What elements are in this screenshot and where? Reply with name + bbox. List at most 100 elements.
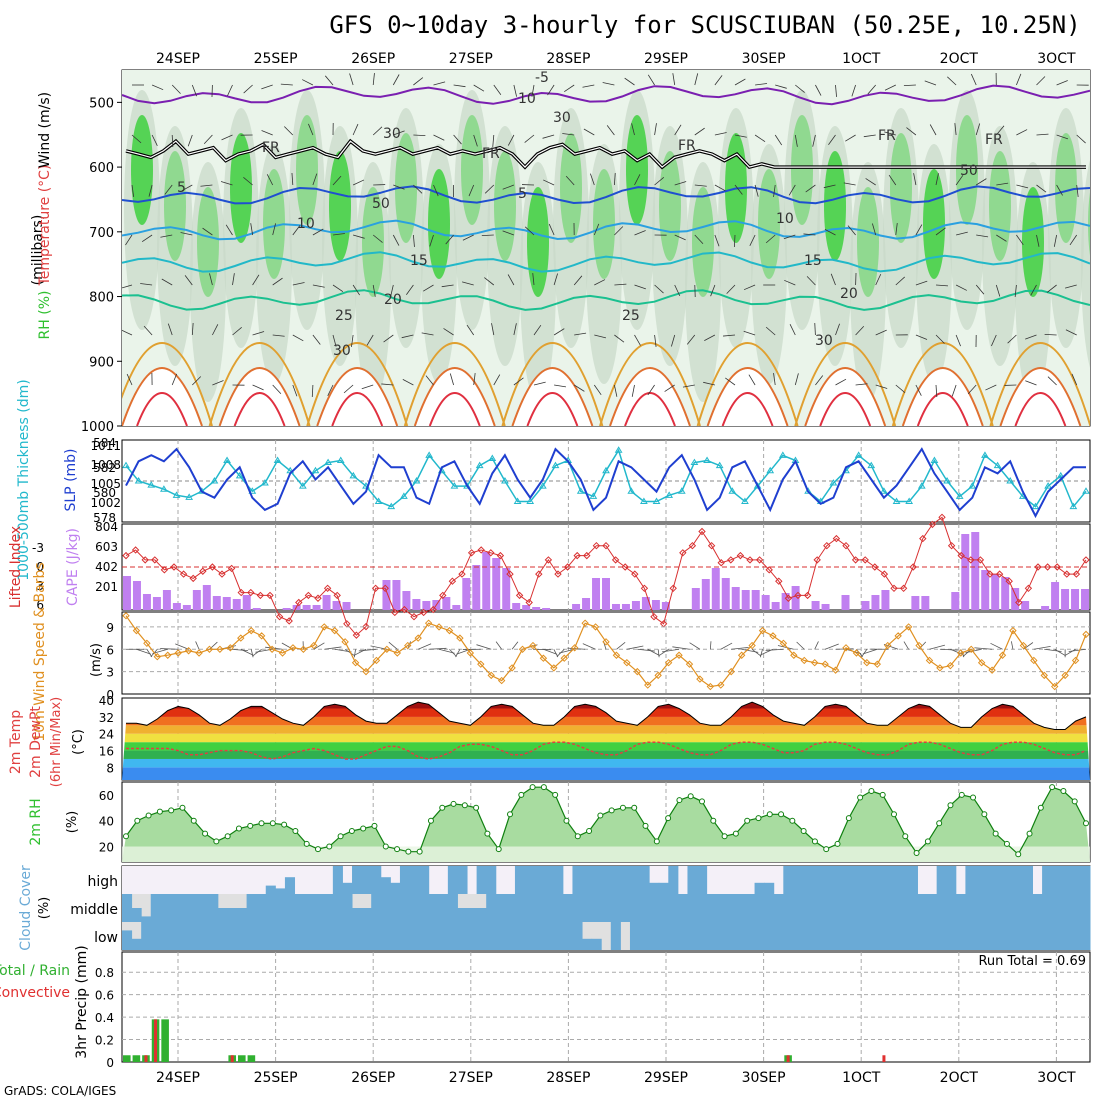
rh-field: [230, 133, 252, 243]
wind-speed-marker: [884, 641, 892, 650]
cape-bar: [222, 597, 231, 610]
contour-label: 30: [333, 343, 351, 359]
wind-barb: [704, 334, 716, 341]
cloud-cell: [428, 922, 439, 950]
lifted-index-marker: [765, 566, 773, 574]
temperature-contour: [916, 392, 969, 426]
cape-bar: [881, 590, 890, 610]
cloud-cell: [869, 866, 880, 894]
thickness-marker: [778, 451, 787, 458]
thickness-marker: [298, 482, 307, 489]
cloud-cell: [553, 866, 564, 894]
cloud-cell: [428, 894, 439, 922]
thickness-marker: [1069, 502, 1078, 510]
wind-speed-marker: [237, 634, 245, 642]
wind-barb: [252, 648, 262, 657]
date-label-top: 27SEP: [449, 51, 493, 67]
wind-barb: [441, 284, 454, 288]
lifted-axis-label: Lifted Index: [8, 526, 24, 608]
wind-barb: [855, 325, 865, 336]
cloud-cell: [859, 866, 871, 894]
wind-speed-marker: [174, 649, 182, 657]
thickness-marker: [766, 466, 775, 474]
cloud-cell: [409, 894, 420, 922]
cloud-cell: [275, 888, 286, 894]
cloud-cell: [553, 922, 564, 950]
wind-barb: [751, 648, 762, 657]
cloud-cell: [687, 922, 698, 950]
cloud-cell: [888, 894, 899, 922]
wind-barb: [352, 284, 360, 296]
rh-marker: [224, 833, 231, 840]
wind-speed-marker: [842, 644, 850, 652]
wind-barb: [191, 323, 194, 336]
wind-speed-marker: [414, 634, 422, 642]
wind-barb: [913, 173, 917, 186]
rh-marker: [958, 791, 965, 798]
thickness-marker: [602, 466, 610, 474]
cloud-cell: [457, 866, 468, 894]
wind-speed-marker: [790, 651, 798, 659]
cloud-cell: [553, 894, 564, 922]
wind-barb: [951, 384, 957, 397]
wind-barb: [349, 73, 354, 86]
wind-barb: [573, 275, 583, 286]
lifted-index-marker: [141, 556, 149, 564]
contour-label: FR: [482, 146, 500, 162]
thickness-marker: [728, 487, 737, 494]
lifted-index-marker: [352, 631, 361, 639]
wind-barb: [755, 83, 768, 86]
thickness-marker: [867, 461, 876, 469]
cape-tick: 402: [95, 560, 118, 574]
wind-barb: [209, 641, 218, 650]
wind-barb: [862, 648, 878, 655]
cloud-cell: [380, 922, 391, 950]
temperature-contour: [609, 367, 691, 426]
thickness-marker: [463, 482, 471, 489]
contour-label: 50: [960, 163, 978, 179]
wind-barb: [171, 134, 174, 148]
cloud-cell: [323, 922, 334, 950]
wind-barb: [524, 134, 535, 143]
cape-bar: [472, 565, 481, 610]
cloud-cell: [582, 938, 593, 950]
cape-bar: [202, 585, 211, 610]
wind-barb: [689, 642, 701, 650]
cloud-cell: [399, 894, 411, 922]
cloud-cell: [179, 894, 190, 922]
rh-tick: 60: [99, 789, 114, 803]
wind-barb: [583, 128, 595, 136]
slp-tick: 1008: [90, 458, 121, 472]
wind-barb: [252, 331, 265, 336]
contour-label: 50: [372, 196, 390, 212]
lifted-index-marker: [391, 608, 399, 617]
wind-barb: [195, 641, 200, 650]
cape-bar: [871, 595, 880, 610]
cloud-cell: [773, 922, 784, 950]
lifted-index-marker: [803, 591, 812, 600]
wind-barb: [835, 378, 847, 386]
cloud-cell: [831, 894, 842, 922]
cloud-cell: [850, 894, 861, 922]
temperature-contour: [1014, 392, 1067, 426]
rh-field: [296, 115, 318, 225]
wind-speed-marker: [863, 658, 871, 667]
lifted-index-marker: [707, 541, 716, 550]
wind-barb: [312, 284, 325, 288]
cape-bar: [252, 608, 261, 610]
lifted-index-marker: [851, 556, 860, 564]
temperature-band: [122, 716, 1090, 726]
lifted-index-marker: [669, 584, 677, 593]
temperature-contour: [804, 367, 887, 426]
wind-barb: [1054, 648, 1066, 657]
wind-barb: [554, 384, 567, 388]
cloud-cell: [304, 922, 315, 950]
rh-field: [461, 115, 483, 225]
wind-barb: [418, 643, 432, 650]
cloud-cell: [917, 894, 928, 922]
cloud-cell: [716, 894, 727, 922]
wind-tick: 9: [106, 621, 114, 635]
wind-speed-marker: [936, 664, 944, 672]
wind-barb: [181, 184, 193, 192]
wind-barb: [390, 284, 394, 297]
